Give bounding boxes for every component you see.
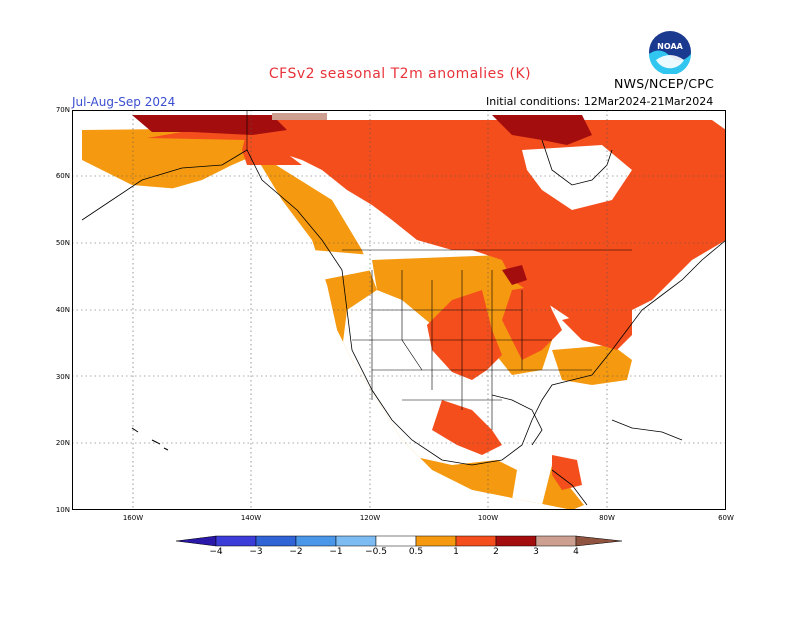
legend-swatch-minus4-minus3 <box>215 535 257 547</box>
legend-label-4: 4 <box>573 547 579 557</box>
lat-label-70n: 70N <box>55 106 70 114</box>
map-title: CFSv2 seasonal T2m anomalies (K) <box>268 66 532 82</box>
lon-label-60w: 60W <box>718 514 734 522</box>
legend-swatch-minus2-minus1 <box>295 535 337 547</box>
grid-lines <box>72 110 726 510</box>
legend-swatch-3-4 <box>535 535 577 547</box>
legend-label-minus1: −1 <box>329 547 343 557</box>
legend-swatch-minus1-minus0.5 <box>335 535 377 547</box>
color-legend <box>176 535 623 547</box>
lat-label-50n: 50N <box>55 239 70 247</box>
agency-label: NWS/NCEP/CPC <box>614 76 715 91</box>
anomaly-map <box>72 110 726 510</box>
legend-label-minus0.5: −0.5 <box>365 547 387 557</box>
lat-label-30n: 30N <box>55 373 70 381</box>
legend-label-minus4: −4 <box>209 547 223 557</box>
legend-swatch-below-minus4 <box>176 535 217 547</box>
logo-text: NOAA <box>657 42 683 51</box>
season-label: Jul-Aug-Sep 2024 <box>72 95 176 109</box>
lon-label-140w: 140W <box>240 514 262 522</box>
legend-swatch-above-4 <box>575 535 623 547</box>
legend-swatch-1-2 <box>455 535 497 547</box>
lon-label-160w: 160W <box>122 514 144 522</box>
lat-label-20n: 20N <box>55 439 70 447</box>
legend-label-minus2: −2 <box>289 547 303 557</box>
lon-label-120w: 120W <box>359 514 381 522</box>
noaa-logo: NOAA <box>649 31 691 74</box>
lon-label-80w: 80W <box>599 514 615 522</box>
legend-label-minus3: −3 <box>249 547 263 557</box>
legend-label-1: 1 <box>453 547 459 557</box>
legend-swatch-neutral <box>375 535 417 547</box>
legend-label-3: 3 <box>533 547 539 557</box>
legend-label-2: 2 <box>493 547 499 557</box>
legend-label-0.5: 0.5 <box>408 547 424 557</box>
lat-label-40n: 40N <box>55 306 70 314</box>
legend-swatch-2-3 <box>495 535 537 547</box>
initial-conditions-label: Initial conditions: 12Mar2024-21Mar2024 <box>486 95 714 108</box>
lat-label-10n: 10N <box>55 506 70 514</box>
legend-swatch-0.5-1 <box>415 535 457 547</box>
legend-swatch-minus3-minus2 <box>255 535 297 547</box>
lon-label-100w: 100W <box>477 514 499 522</box>
anomaly-2-3-regions <box>132 115 592 285</box>
anomaly-3-4-regions <box>272 113 327 120</box>
political-borders <box>246 110 632 430</box>
lat-label-60n: 60N <box>55 172 70 180</box>
